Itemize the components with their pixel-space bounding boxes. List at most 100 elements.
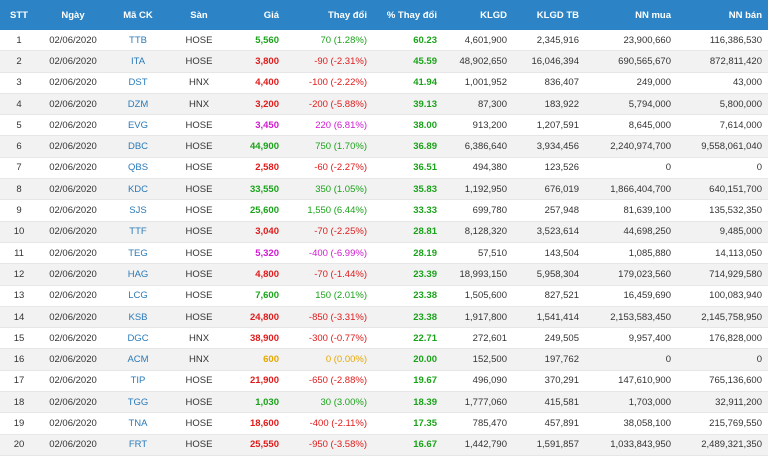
cell-price: 3,040 xyxy=(230,221,285,243)
table-row[interactable]: 20 02/06/2020 FRT HOSE 25,550 -950 (-3.58%) 16… xyxy=(0,434,768,456)
cell-symbol[interactable]: FRT xyxy=(108,434,168,456)
cell-pct-change: 16.67 xyxy=(373,434,443,456)
cell-symbol[interactable]: DGC xyxy=(108,327,168,350)
table-row[interactable]: 11 02/06/2020 TEG HOSE 5,320 -400 (-6.99%) 28.… xyxy=(0,242,768,265)
cell-stt: 7 xyxy=(0,157,38,180)
cell-symbol[interactable]: DZM xyxy=(108,93,168,116)
table-header: STT Ngày Mã CK Sàn Giá Thay đổi % Thay đ… xyxy=(0,0,768,30)
cell-foreign-sell: 7,614,000 xyxy=(677,114,768,137)
cell-foreign-sell: 116,386,530 xyxy=(677,30,768,52)
cell-symbol[interactable]: KSB xyxy=(108,306,168,329)
cell-foreign-buy: 5,794,000 xyxy=(585,93,677,116)
table-row[interactable]: 14 02/06/2020 KSB HOSE 24,800 -850 (-3.31%) 23… xyxy=(0,306,768,329)
cell-change: -200 (-5.88%) xyxy=(285,93,373,116)
header-volume[interactable]: KLGD xyxy=(443,0,513,30)
cell-symbol[interactable]: ITA xyxy=(108,50,168,73)
cell-avg-volume: 3,934,456 xyxy=(513,135,585,158)
cell-price: 5,560 xyxy=(230,30,285,52)
table-row[interactable]: 9 02/06/2020 SJS HOSE 25,600 1,550 (6.44%) 33.… xyxy=(0,199,768,222)
cell-symbol[interactable]: EVG xyxy=(108,114,168,137)
cell-foreign-sell: 43,000 xyxy=(677,72,768,94)
cell-symbol[interactable]: LCG xyxy=(108,285,168,307)
cell-avg-volume: 16,046,394 xyxy=(513,50,585,73)
cell-symbol[interactable]: TEG xyxy=(108,242,168,265)
cell-foreign-sell: 32,911,200 xyxy=(677,391,768,414)
table-row[interactable]: 5 02/06/2020 EVG HOSE 3,450 220 (6.81%) 38.00 9… xyxy=(0,114,768,137)
cell-foreign-sell: 9,485,000 xyxy=(677,221,768,243)
cell-stt: 18 xyxy=(0,391,38,414)
cell-foreign-buy: 81,639,100 xyxy=(585,199,677,222)
cell-pct-change: 20.00 xyxy=(373,348,443,371)
cell-date: 02/06/2020 xyxy=(38,327,108,350)
cell-price: 18,600 xyxy=(230,412,285,435)
table-row[interactable]: 19 02/06/2020 TNA HOSE 18,600 -400 (-2.11%) 17… xyxy=(0,412,768,435)
cell-avg-volume: 257,948 xyxy=(513,199,585,222)
table-row[interactable]: 7 02/06/2020 QBS HOSE 2,580 -60 (-2.27%) 36.51… xyxy=(0,157,768,180)
table-row[interactable]: 2 02/06/2020 ITA HOSE 3,800 -90 (-2.31%) 45.59… xyxy=(0,50,768,73)
cell-symbol[interactable]: QBS xyxy=(108,157,168,180)
cell-symbol[interactable]: TNA xyxy=(108,412,168,435)
header-foreign-sell[interactable]: NN bán xyxy=(677,0,768,30)
header-foreign-buy[interactable]: NN mua xyxy=(585,0,677,30)
cell-date: 02/06/2020 xyxy=(38,391,108,414)
table-row[interactable]: 8 02/06/2020 KDC HOSE 33,550 350 (1.05%) 35.83… xyxy=(0,178,768,201)
cell-symbol[interactable]: KDC xyxy=(108,178,168,201)
cell-price: 24,800 xyxy=(230,306,285,329)
cell-date: 02/06/2020 xyxy=(38,348,108,371)
cell-stt: 4 xyxy=(0,93,38,116)
cell-foreign-sell: 14,113,050 xyxy=(677,242,768,265)
cell-symbol[interactable]: TTF xyxy=(108,221,168,243)
cell-stt: 6 xyxy=(0,135,38,158)
cell-symbol[interactable]: DST xyxy=(108,72,168,94)
table-row[interactable]: 17 02/06/2020 TIP HOSE 21,900 -650 (-2.88%) 19… xyxy=(0,370,768,393)
cell-date: 02/06/2020 xyxy=(38,263,108,286)
cell-foreign-sell: 714,929,580 xyxy=(677,263,768,286)
table-row[interactable]: 16 02/06/2020 ACM HNX 600 0 (0.00%) 20.00 152,5… xyxy=(0,348,768,371)
cell-symbol[interactable]: DBC xyxy=(108,135,168,158)
header-avg-volume[interactable]: KLGD TB xyxy=(513,0,585,30)
header-stt[interactable]: STT xyxy=(0,0,38,30)
table-row[interactable]: 15 02/06/2020 DGC HNX 38,900 -300 (-0.77%) 22.… xyxy=(0,327,768,350)
cell-foreign-buy: 179,023,560 xyxy=(585,263,677,286)
cell-avg-volume: 123,526 xyxy=(513,157,585,180)
cell-symbol[interactable]: TTB xyxy=(108,30,168,52)
cell-symbol[interactable]: HAG xyxy=(108,263,168,286)
cell-avg-volume: 1,207,591 xyxy=(513,114,585,137)
cell-pct-change: 36.89 xyxy=(373,135,443,158)
cell-avg-volume: 1,591,857 xyxy=(513,434,585,456)
cell-symbol[interactable]: TIP xyxy=(108,370,168,393)
cell-stt: 11 xyxy=(0,242,38,265)
cell-symbol[interactable]: SJS xyxy=(108,199,168,222)
header-pct-change[interactable]: % Thay đổi xyxy=(373,0,443,30)
cell-foreign-buy: 690,565,670 xyxy=(585,50,677,73)
cell-avg-volume: 183,922 xyxy=(513,93,585,116)
header-exchange[interactable]: Sàn xyxy=(168,0,230,30)
cell-foreign-sell: 215,769,550 xyxy=(677,412,768,435)
table-row[interactable]: 12 02/06/2020 HAG HOSE 4,800 -70 (-1.44%) 23.3… xyxy=(0,263,768,286)
header-change[interactable]: Thay đổi xyxy=(285,0,373,30)
cell-symbol[interactable]: ACM xyxy=(108,348,168,371)
cell-exchange: HOSE xyxy=(168,135,230,158)
cell-date: 02/06/2020 xyxy=(38,370,108,393)
header-symbol[interactable]: Mã CK xyxy=(108,0,168,30)
cell-symbol[interactable]: TGG xyxy=(108,391,168,414)
table-row[interactable]: 13 02/06/2020 LCG HOSE 7,600 150 (2.01%) 23.38… xyxy=(0,285,768,307)
cell-pct-change: 18.39 xyxy=(373,391,443,414)
cell-pct-change: 35.83 xyxy=(373,178,443,201)
table-row[interactable]: 6 02/06/2020 DBC HOSE 44,900 750 (1.70%) 36.89… xyxy=(0,135,768,158)
cell-date: 02/06/2020 xyxy=(38,178,108,201)
cell-change: 750 (1.70%) xyxy=(285,135,373,158)
table-row[interactable]: 4 02/06/2020 DZM HNX 3,200 -200 (-5.88%) 39.13… xyxy=(0,93,768,116)
table-row[interactable]: 10 02/06/2020 TTF HOSE 3,040 -70 (-2.25%) 28.8… xyxy=(0,221,768,243)
cell-foreign-buy: 1,033,843,950 xyxy=(585,434,677,456)
cell-foreign-sell: 135,532,350 xyxy=(677,199,768,222)
table-row[interactable]: 3 02/06/2020 DST HNX 4,400 -100 (-2.22%) 41.94… xyxy=(0,72,768,94)
header-price[interactable]: Giá xyxy=(230,0,285,30)
cell-price: 2,580 xyxy=(230,157,285,180)
cell-change: 0 (0.00%) xyxy=(285,348,373,371)
table-row[interactable]: 18 02/06/2020 TGG HOSE 1,030 30 (3.00%) 18.39 1… xyxy=(0,391,768,414)
cell-price: 3,200 xyxy=(230,93,285,116)
table-row[interactable]: 1 02/06/2020 TTB HOSE 5,560 70 (1.28%) 60.23 4,… xyxy=(0,30,768,52)
cell-volume: 18,993,150 xyxy=(443,263,513,286)
header-date[interactable]: Ngày xyxy=(38,0,108,30)
